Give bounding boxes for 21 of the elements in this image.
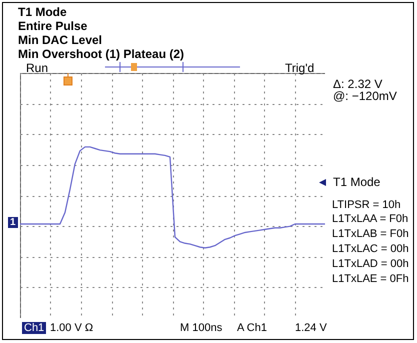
text: M 100ns	[180, 322, 222, 334]
text: Min Overshoot (1) Plateau (2)	[18, 47, 184, 61]
text: Δ: 2.32 V	[333, 77, 382, 91]
text: Ch1	[22, 322, 46, 334]
text: LTIPSR = 10h	[332, 199, 401, 211]
text: Trig'd	[285, 61, 314, 75]
text: Run	[26, 61, 48, 75]
text: T1 Mode	[333, 175, 380, 189]
text: L1TxLAC = 00h	[332, 243, 409, 255]
text: Min DAC Level	[18, 33, 102, 47]
text: Entire Pulse	[18, 19, 88, 33]
text: L1TxLAB = F0h	[332, 228, 409, 240]
text: 1.00 V Ω	[50, 322, 94, 334]
text: L1TxLAD = 00h	[332, 258, 409, 270]
text: L1TxLAA = F0h	[332, 213, 408, 225]
text: 1.24 V	[295, 322, 327, 334]
chart-title: T1 Mode	[18, 5, 67, 19]
text: A Ch1	[237, 322, 267, 334]
text: L1TxLAE = 0Fh	[332, 273, 409, 285]
text: 1	[8, 217, 18, 228]
text: @: −120mV	[333, 89, 397, 103]
